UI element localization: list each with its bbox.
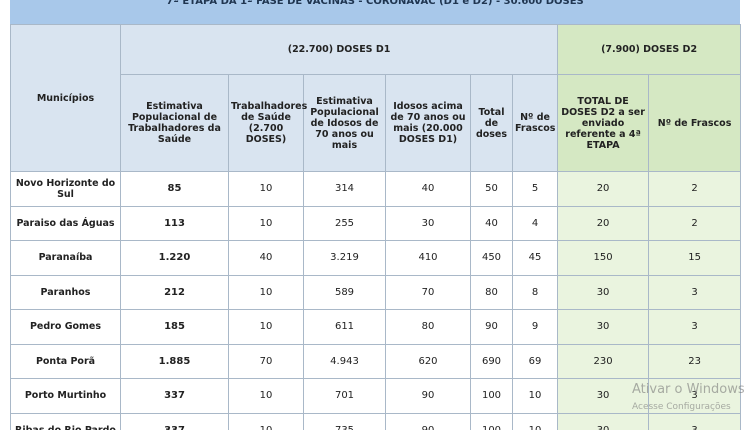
column-header: Nº de Frascos [511, 74, 559, 172]
vaccine-table: Municípios (22.700) DOSES D1 (7.900) DOS… [10, 24, 742, 430]
value-cell: 450 [470, 240, 513, 276]
value-cell: 10 [228, 378, 304, 414]
value-cell: 4.943 [303, 343, 386, 379]
value-cell: 314 [303, 171, 386, 207]
value-cell: 230 [557, 343, 650, 379]
table-row: Ponta Porã 1.885 70 4.943 620 690 69 230 23 [10, 343, 742, 379]
value-cell: 735 [303, 412, 386, 430]
value-cell: 337 [120, 412, 229, 430]
value-cell: 90 [385, 378, 471, 414]
column-header: Trabalhadores de Saúde (2.700 DOSES) [228, 74, 307, 172]
value-cell: 255 [303, 205, 386, 241]
value-cell: 69 [511, 343, 559, 379]
table-row: Pedro Gomes 185 10 611 80 90 9 30 3 [10, 309, 742, 345]
value-cell: 50 [470, 171, 513, 207]
value-cell: 1.885 [120, 343, 229, 379]
value-cell: 70 [228, 343, 304, 379]
value-cell: 85 [120, 171, 229, 207]
value-cell: 611 [303, 309, 386, 345]
value-cell: 80 [470, 274, 513, 310]
column-header: Idosos acima de 70 anos ou mais (20.000 … [385, 74, 471, 172]
municipality-cell: Paranhos [10, 274, 121, 310]
value-cell: 589 [303, 274, 386, 310]
municipality-cell: Porto Murtinho [10, 378, 121, 414]
table-row: Ribas do Rio Pardo337107359010010303 [10, 412, 742, 430]
group-header: (22.700) DOSES D1 [119, 24, 559, 75]
value-cell: 40 [385, 171, 471, 207]
value-cell: 337 [120, 378, 229, 414]
value-cell: 2 [648, 205, 742, 241]
value-cell: 45 [511, 240, 559, 276]
value-cell: 15 [648, 240, 742, 276]
value-cell: 70 [385, 274, 471, 310]
value-cell: 2 [648, 171, 742, 207]
municipality-cell: Paraiso das Águas [10, 205, 121, 241]
value-cell: 30 [557, 412, 650, 430]
value-cell: 10 [228, 274, 304, 310]
watermark: Acesse Configurações [632, 402, 731, 412]
value-cell: 212 [120, 274, 229, 310]
value-cell: 30 [557, 378, 650, 414]
value-cell: 113 [120, 205, 229, 241]
municipality-cell: Paranaíba [10, 240, 121, 276]
value-cell: 3 [648, 412, 742, 430]
table-row: Paranhos 212 10 589 70 80 8 30 3 [10, 274, 742, 310]
value-cell: 40 [470, 205, 513, 241]
group-header: (7.900) DOSES D2 [557, 24, 742, 75]
value-cell: 3.219 [303, 240, 386, 276]
value-cell: 8 [511, 274, 559, 310]
value-cell: 10 [228, 412, 304, 430]
value-cell: 90 [385, 412, 471, 430]
column-header: Total de doses [470, 74, 513, 172]
table-row: Porto Murtinho 337 10 701 90 100 10 30 3 [10, 378, 742, 414]
value-cell: 3 [648, 378, 742, 414]
value-cell: 10 [228, 309, 304, 345]
value-cell: 150 [557, 240, 650, 276]
value-cell: 80 [385, 309, 471, 345]
value-cell: 3 [648, 309, 742, 345]
value-cell: 10 [228, 205, 304, 241]
value-cell: 30 [557, 274, 650, 310]
value-cell: 100 [470, 412, 513, 430]
title-bar: 7ª ETAPA DA 1ª FASE DE VACINAS - CORONAV… [10, 0, 740, 24]
value-cell: 690 [470, 343, 513, 379]
value-cell: 90 [470, 309, 513, 345]
table-row: Novo Horizonte do Sul 85 10 314 40 50 5 20 2 [10, 171, 742, 207]
value-cell: 30 [557, 309, 650, 345]
value-cell: 701 [303, 378, 386, 414]
value-cell: 9 [511, 309, 559, 345]
table-row: Paranaíba 1.220 40 3.219 410 450 45 150 15 [10, 240, 742, 276]
municipality-cell: Novo Horizonte do Sul [10, 171, 121, 207]
column-header: TOTAL DE DOSES D2 a ser enviado referent… [557, 74, 650, 172]
value-cell: 10 [228, 171, 304, 207]
value-cell: 40 [228, 240, 304, 276]
value-cell: 10 [511, 378, 559, 414]
value-cell: 3 [648, 274, 742, 310]
watermark: Ativar o Windows [632, 382, 745, 397]
column-header: Estimativa Populacional de Idosos de 70 … [303, 74, 386, 172]
value-cell: 10 [511, 412, 559, 430]
municipality-cell: Ribas do Rio Pardo [10, 412, 121, 430]
header-cell: Municípios [10, 24, 121, 172]
value-cell: 20 [557, 205, 650, 241]
value-cell: 4 [511, 205, 559, 241]
value-cell: 5 [511, 171, 559, 207]
column-header: Nº de Frascos [648, 74, 742, 172]
value-cell: 185 [120, 309, 229, 345]
municipality-cell: Pedro Gomes [10, 309, 121, 345]
table-row: Paraiso das Águas 113 10 255 30 40 4 20 2 [10, 205, 742, 241]
value-cell: 30 [385, 205, 471, 241]
value-cell: 100 [470, 378, 513, 414]
value-cell: 620 [385, 343, 471, 379]
value-cell: 410 [385, 240, 471, 276]
value-cell: 20 [557, 171, 650, 207]
municipality-cell: Ponta Porã [10, 343, 121, 379]
value-cell: 23 [648, 343, 742, 379]
value-cell: 1.220 [120, 240, 229, 276]
column-header: Estimativa Populacional de Trabalhadores… [120, 74, 229, 172]
